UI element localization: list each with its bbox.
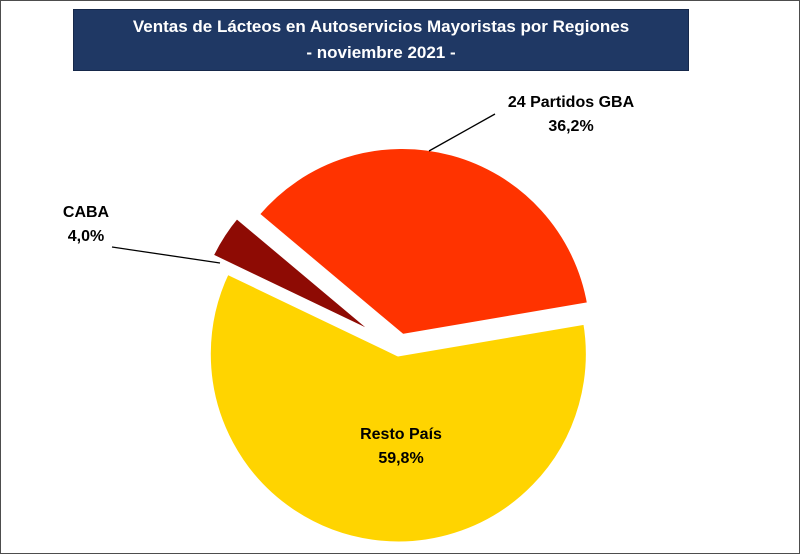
label-resto-name: Resto País — [360, 426, 442, 443]
leader-line-caba — [111, 246, 221, 264]
pie-slice-24-partidos-gba — [254, 144, 593, 339]
label-caba-pct: 4,0% — [67, 228, 105, 245]
label-caba: CABA 4,0% — [31, 201, 141, 249]
label-resto-pct: 59,8% — [378, 450, 424, 467]
label-24-partidos-gba: 24 Partidos GBA 36,2% — [481, 91, 661, 139]
label-resto-pais: Resto País 59,8% — [319, 423, 483, 471]
chart-title: Ventas de Lácteos en Autoservicios Mayor… — [132, 17, 630, 36]
chart-subtitle: - noviembre 2021 - — [306, 43, 456, 62]
label-gba-name: 24 Partidos GBA — [507, 94, 635, 111]
pie-slice-caba — [208, 213, 385, 341]
label-gba-pct: 36,2% — [548, 118, 594, 135]
pie-slice-resto-pa-s — [205, 269, 591, 547]
chart-title-box: Ventas de Lácteos en Autoservicios Mayor… — [73, 9, 689, 71]
label-caba-name: CABA — [62, 204, 110, 221]
leader-line-gba — [428, 113, 496, 152]
